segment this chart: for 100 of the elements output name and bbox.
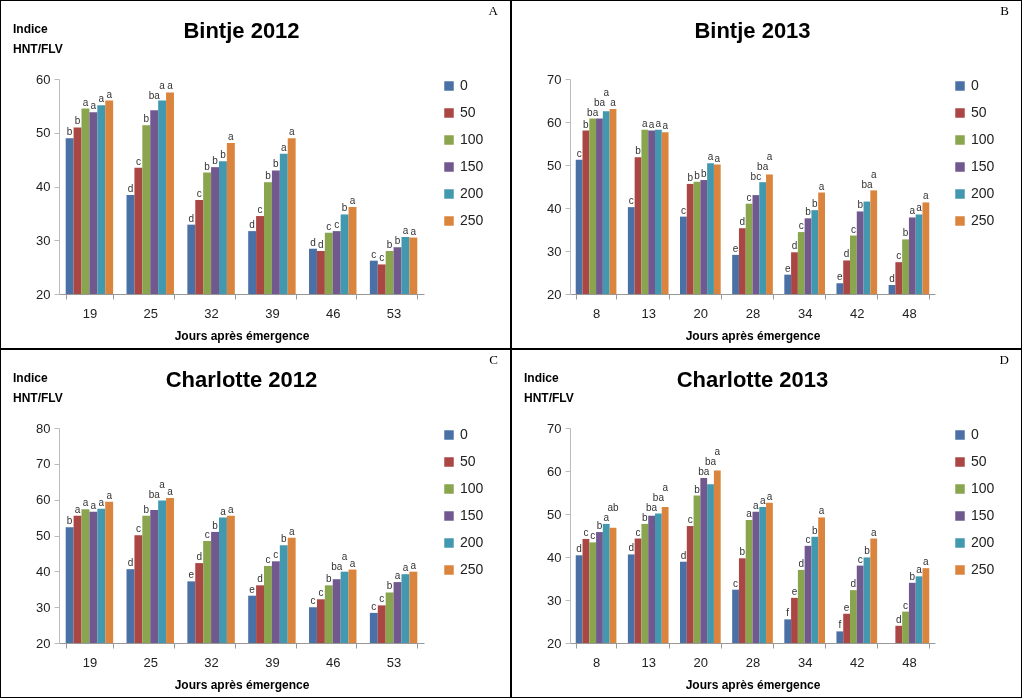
y-axis-title: Indice HNT/FLV [13,370,64,407]
x-tick-label: 39 [265,654,280,670]
data-label: ba [652,491,665,503]
data-label: c [733,577,739,589]
data-label: b [694,169,701,181]
data-label: b [694,483,701,495]
data-label: b [596,520,603,532]
legend-label: 0 [971,77,979,93]
legend-label: 250 [971,561,995,577]
data-label: a [82,96,89,108]
data-label: a [98,93,105,105]
data-label: a [916,202,923,214]
legend-label: 100 [971,131,995,147]
data-label: a [909,205,916,217]
data-label: d [791,240,798,252]
y-tick-label: 20 [547,286,562,302]
data-label: c [371,600,377,612]
data-label: d [576,543,582,555]
x-tick-label: 48 [902,305,917,321]
data-label: e [843,601,850,613]
y-axis-title: Indice HNT/FLV [13,21,64,58]
data-label: c [326,220,332,232]
data-label: c [628,195,634,207]
data-label: d [798,557,805,569]
data-label: e [837,271,844,283]
data-label: c [576,147,582,159]
x-axis-title: Jours après émergence [174,677,310,692]
x-tick-label: 25 [143,654,158,670]
text: A [488,3,498,19]
data-label: a [870,526,877,538]
x-tick-label: 32 [204,654,219,670]
data-label: a [402,562,409,574]
y-tick-label: 50 [547,157,562,173]
y-tick-label: 30 [36,599,51,615]
data-label: a [603,86,610,98]
data-label: b [212,155,219,167]
data-label: c [371,248,377,260]
data-label: a [746,508,753,520]
data-label: b [583,118,590,130]
data-label: b [66,126,73,138]
data-label: c [196,187,202,199]
data-label: b [66,515,73,527]
data-label: b [812,198,819,210]
y-tick-label: 40 [36,563,51,579]
data-label: a [870,169,877,181]
x-tick-label: 42 [850,305,865,321]
data-label: d [739,216,746,228]
data-label: d [127,557,134,569]
data-label: f [838,619,842,631]
legend-label: 200 [971,185,995,201]
data-label: b [386,239,393,250]
data-label: c [310,595,316,607]
data-label: a [228,130,235,142]
data-label: a [82,497,89,509]
y-tick-label: 80 [36,420,51,436]
data-label: c [896,250,902,262]
data-label: a [648,118,655,130]
x-axis-title: Jours après émergence [685,677,821,692]
data-label: d [889,272,895,284]
x-axis-title: Jours après émergence [174,328,310,343]
data-label: a [98,496,105,508]
data-label: d [850,578,857,590]
x-tick-label: 13 [641,305,656,321]
data-label: a [662,120,669,132]
y-tick-label: 70 [547,71,562,87]
x-tick-label: 28 [745,305,761,321]
data-label: e [732,242,739,254]
data-label: b [805,206,812,218]
data-label: a [394,570,401,582]
data-label: b [265,170,272,182]
data-label: a [923,190,930,202]
data-label: c [273,549,279,561]
x-tick-label: 25 [143,305,158,321]
data-label: a [923,556,930,568]
data-label: d [188,212,195,224]
legend-label: 150 [460,158,484,174]
data-label: a [642,117,649,129]
y-tick-label: 20 [36,286,51,302]
data-label: bc [750,171,762,183]
data-label: b [281,533,287,545]
data-label: ba [757,161,769,173]
data-label: e [188,569,195,581]
x-tick-label: 32 [204,305,219,321]
y-tick-label: 30 [547,243,562,259]
y-tick-label: 60 [547,463,562,479]
data-label: a [220,505,227,517]
y-tick-label: 20 [547,635,562,651]
data-label: b [857,199,864,211]
y-tick-label: 60 [36,71,51,87]
legend-label: 100 [460,480,484,496]
x-tick-label: 13 [641,654,656,670]
data-label: c [334,219,340,231]
data-label: a [159,79,166,91]
data-label: a [603,511,610,523]
y-tick-label: 40 [547,549,562,565]
data-label: c [635,526,641,538]
data-label: ab [607,501,620,513]
data-label: e [791,585,798,597]
x-tick-label: 28 [745,654,761,670]
y-axis-title: Indice HNT/FLV [524,370,575,407]
